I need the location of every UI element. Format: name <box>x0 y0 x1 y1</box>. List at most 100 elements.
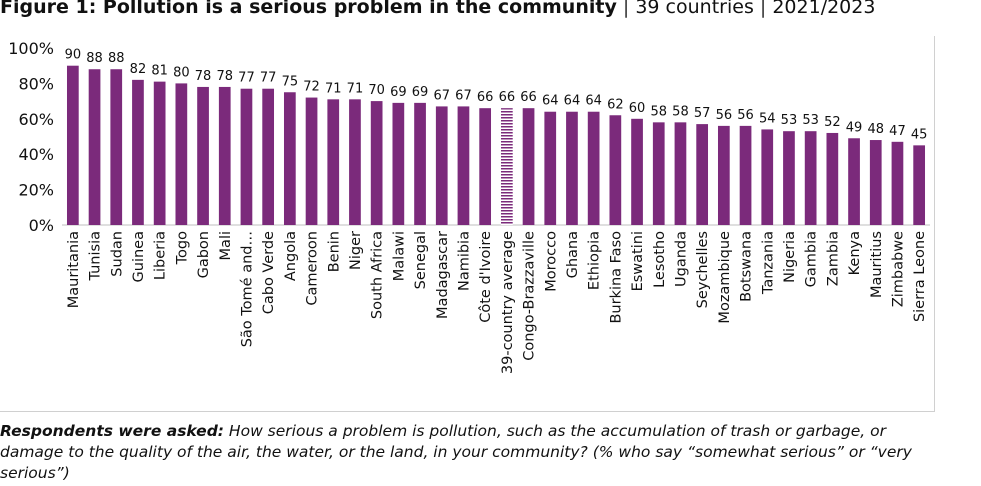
category-label: Congo-Brazzaville <box>522 231 538 361</box>
value-label: 66 <box>520 90 537 105</box>
value-label: 88 <box>108 51 125 66</box>
category-label: Mauritania <box>66 231 82 308</box>
value-label: 71 <box>347 81 364 96</box>
title-separator: | <box>759 0 767 18</box>
category-label: Togo <box>174 231 190 265</box>
bar-chart: 0% 20% 40% 60% 80% 100% 90 88 88 82 81 80 78 78 77 77 7… <box>8 39 930 374</box>
bar <box>66 65 79 225</box>
category-label: Tunisia <box>88 231 104 282</box>
value-label: 78 <box>216 69 233 84</box>
bar <box>370 101 383 225</box>
bar <box>761 129 774 225</box>
value-label: 69 <box>390 85 407 100</box>
value-label: 81 <box>151 64 168 79</box>
bar <box>913 145 926 225</box>
x-axis-labels: Mauritania Tunisia Sudan Guinea Liberia Togo G… <box>66 231 928 374</box>
figure-title: Figure 1: Pollution is a serious problem… <box>0 0 875 18</box>
bar <box>566 111 578 225</box>
value-label: 90 <box>65 48 82 63</box>
bar <box>609 115 622 225</box>
bar <box>826 132 839 225</box>
bar <box>587 111 600 225</box>
bar <box>479 108 492 225</box>
bar <box>305 97 318 225</box>
figure-subtitle-years: 2021/2023 <box>772 0 876 18</box>
value-label: 49 <box>846 120 863 135</box>
value-label: 72 <box>303 80 320 95</box>
category-label: Burkina Faso <box>608 231 624 324</box>
category-label: Guinea <box>131 231 147 282</box>
category-label: Gambia <box>804 231 820 287</box>
bar <box>175 83 188 226</box>
figure-subtitle-countries: 39 countries <box>635 0 754 18</box>
value-label: 78 <box>195 69 212 84</box>
bar <box>414 102 426 225</box>
y-tick-label: 40% <box>18 145 54 164</box>
category-label: Gabon <box>196 231 212 278</box>
bar <box>522 108 535 225</box>
value-label: 75 <box>282 74 299 89</box>
category-label: Kenya <box>847 231 863 275</box>
bar <box>457 106 470 225</box>
category-label: Seychelles <box>695 231 711 308</box>
bar <box>891 141 904 225</box>
category-label: South Africa <box>370 231 386 319</box>
bar <box>392 102 405 225</box>
category-label: Madagascar <box>435 231 451 319</box>
y-tick-label: 20% <box>18 181 54 200</box>
category-label: Lesotho <box>652 231 668 288</box>
bar <box>262 88 275 226</box>
value-label: 58 <box>650 104 667 119</box>
value-label: 60 <box>629 101 646 116</box>
bar <box>110 69 123 225</box>
note-lead: Respondents were asked: <box>0 422 224 440</box>
bar <box>674 122 687 225</box>
value-label: 48 <box>867 122 884 137</box>
value-label: 77 <box>238 71 255 86</box>
bar <box>132 79 144 225</box>
category-label: Cameroon <box>305 231 321 306</box>
bar <box>88 69 101 225</box>
category-label: Angola <box>283 231 299 281</box>
value-label: 66 <box>499 90 516 105</box>
value-label: 71 <box>325 81 342 96</box>
value-labels: 90 88 88 82 81 80 78 78 77 77 75 72 71 71 70 69 69 67 67 66… <box>65 48 928 143</box>
bar <box>153 81 166 225</box>
bar <box>652 122 665 225</box>
bar <box>848 138 860 225</box>
bars <box>66 65 926 226</box>
category-label: Cabo Verde <box>261 231 277 314</box>
category-label: Namibia <box>456 231 472 291</box>
y-tick-label: 100% <box>8 39 54 58</box>
bar <box>197 86 209 225</box>
value-label: 80 <box>173 65 190 80</box>
bar <box>327 99 340 225</box>
bar <box>783 131 795 225</box>
y-tick-label: 60% <box>18 110 54 129</box>
y-tick-label: 80% <box>18 74 54 93</box>
value-label: 56 <box>716 108 733 123</box>
category-label: Sudan <box>109 231 125 277</box>
value-label: 64 <box>585 94 602 109</box>
value-label: 66 <box>477 90 494 105</box>
category-label: Ghana <box>565 231 581 278</box>
category-label: 39-country average <box>500 231 516 374</box>
value-label: 47 <box>889 124 906 139</box>
bar <box>869 140 882 225</box>
value-label: 52 <box>824 115 841 130</box>
chart-frame <box>0 36 935 412</box>
category-label: Ethiopia <box>587 231 603 290</box>
bar <box>696 124 709 225</box>
bar <box>739 125 752 225</box>
category-label: Mozambique <box>717 231 733 324</box>
title-separator: | <box>622 0 630 18</box>
category-label: Benin <box>326 231 342 272</box>
bar <box>349 99 361 225</box>
category-label: Malawi <box>391 231 407 281</box>
category-label: Côte d'Ivoire <box>478 231 494 323</box>
value-label: 82 <box>130 62 147 77</box>
bar <box>544 111 557 225</box>
category-label: Niger <box>348 231 364 270</box>
value-label: 58 <box>672 104 689 119</box>
value-label: 77 <box>260 71 277 86</box>
